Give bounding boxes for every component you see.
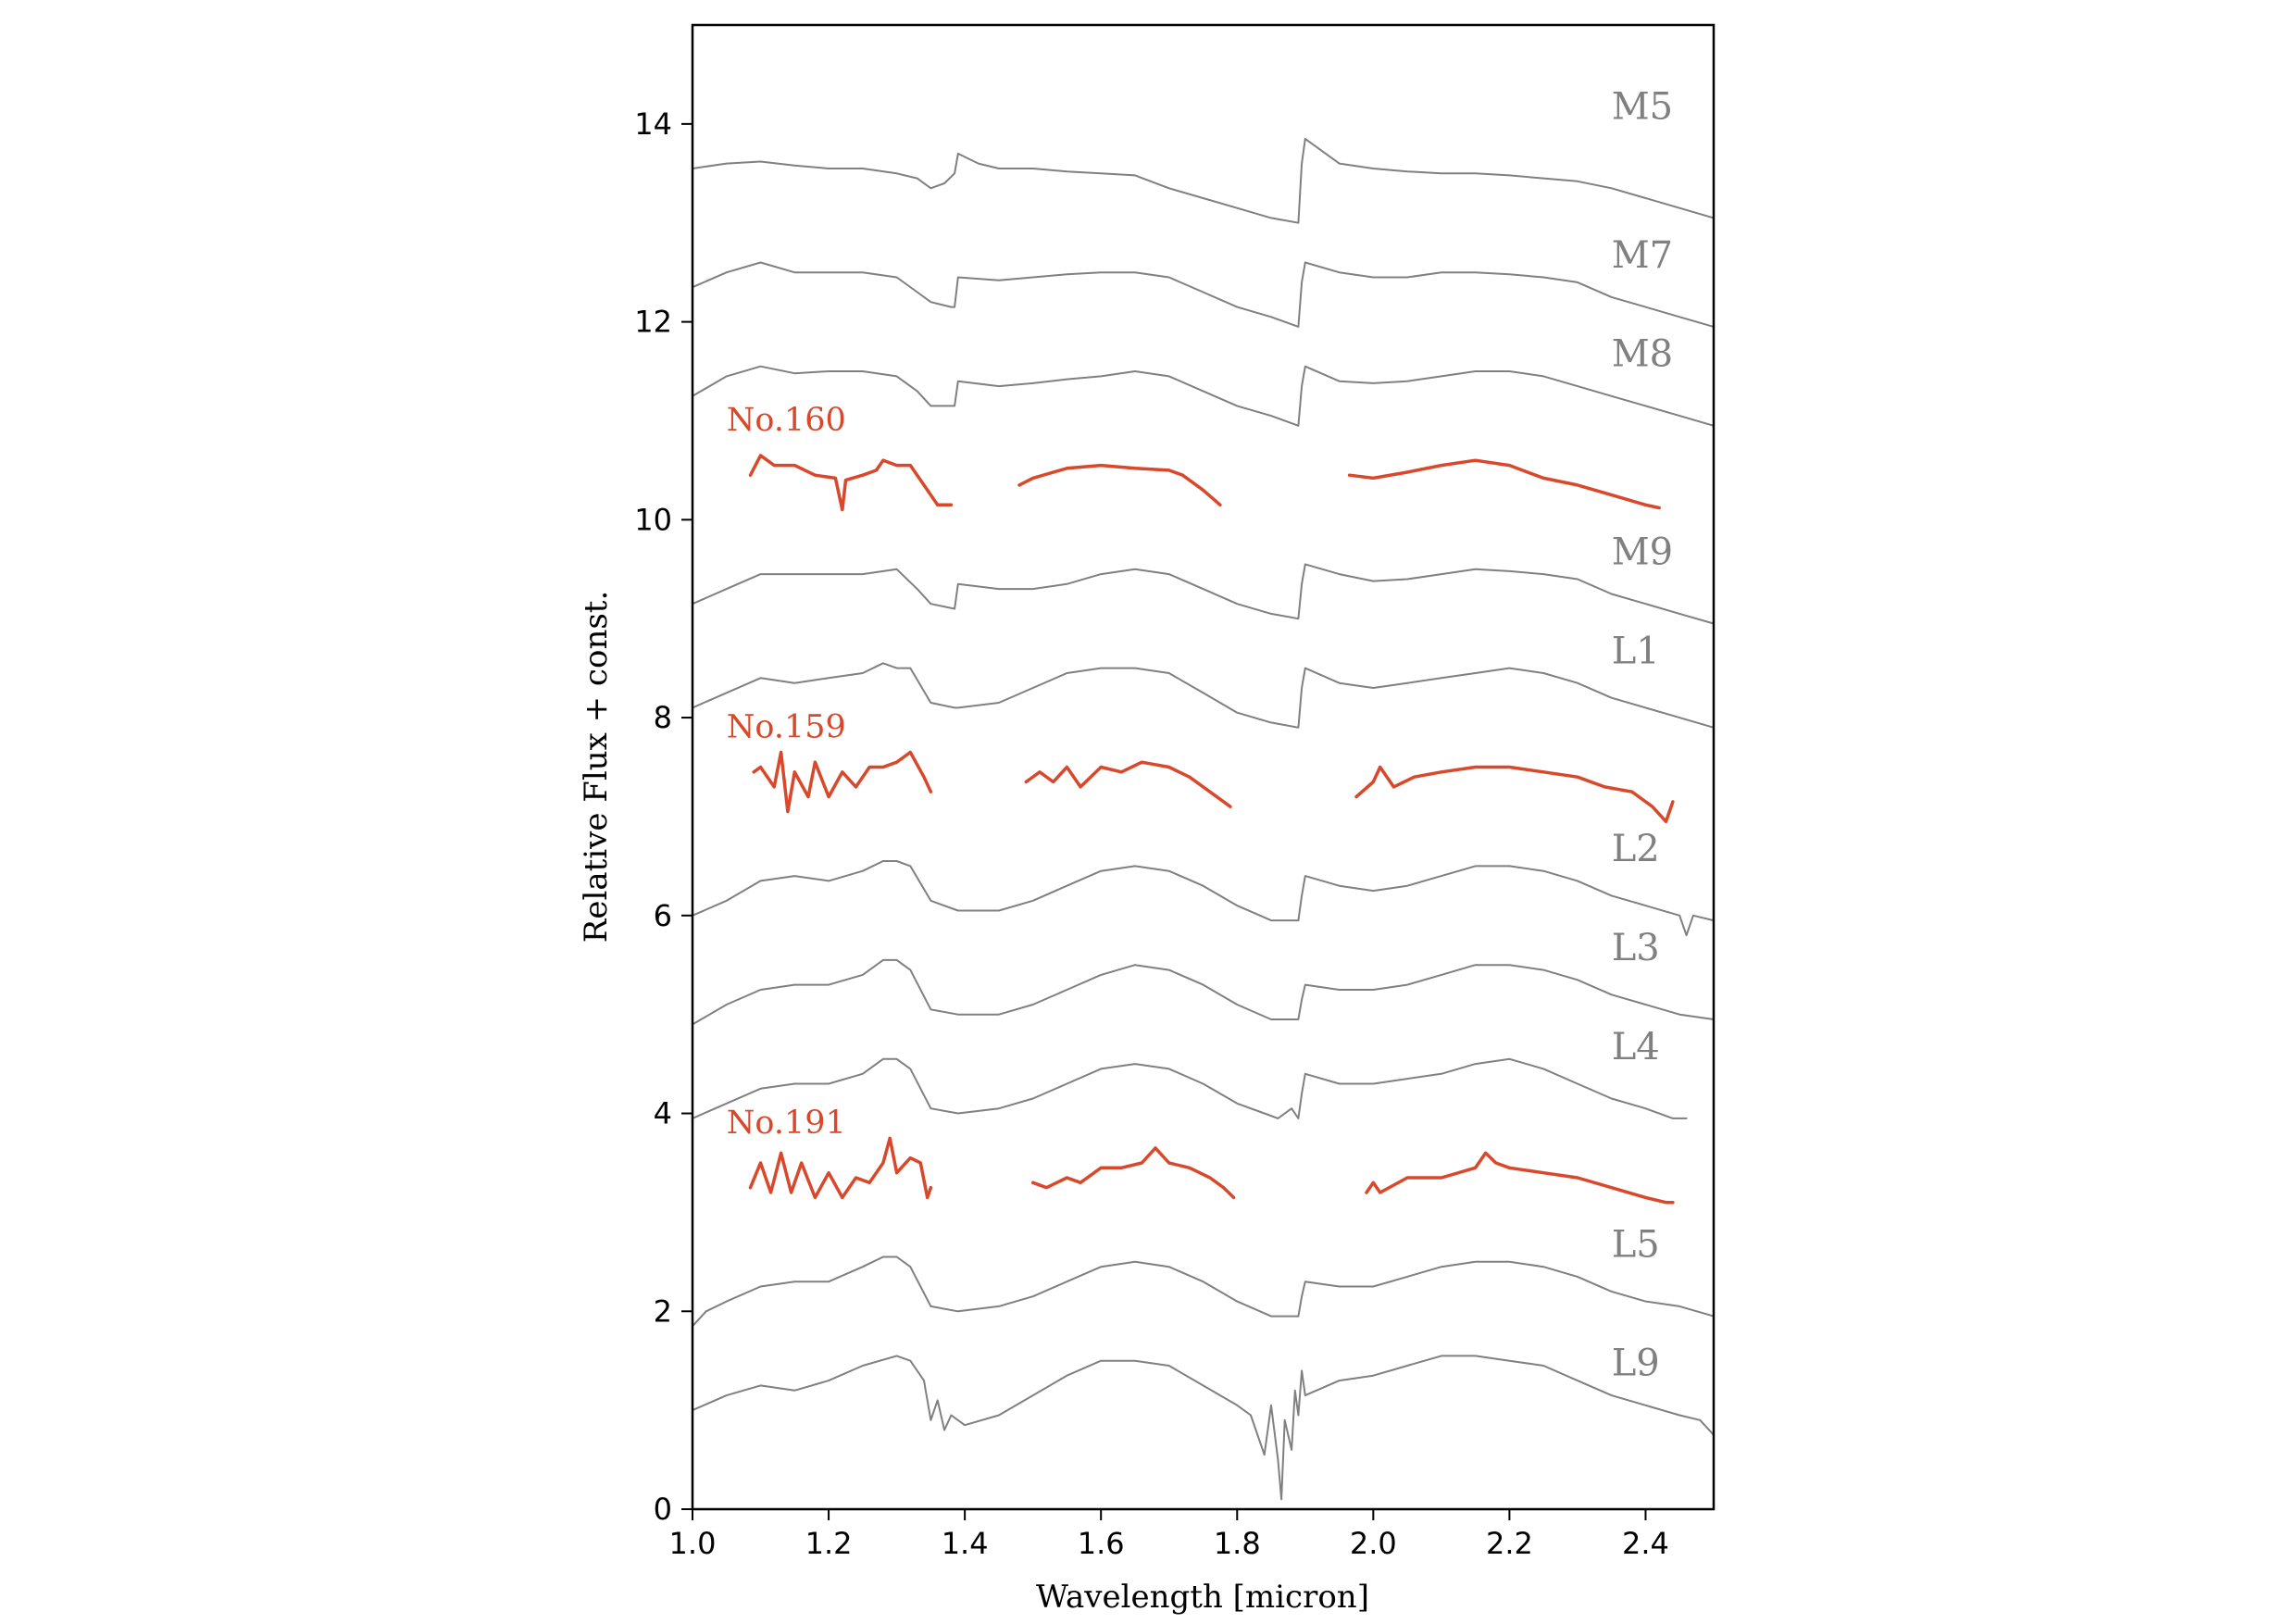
x-tick-label: 2.2 bbox=[1486, 1526, 1533, 1561]
y-tick-label: 14 bbox=[634, 106, 672, 142]
series-label-no-160: No.160 bbox=[727, 402, 846, 439]
series-label-m9: M9 bbox=[1612, 531, 1673, 573]
x-axis-label: Wavelength [micron] bbox=[1036, 1579, 1369, 1616]
series-label-l9: L9 bbox=[1612, 1343, 1660, 1385]
x-axis: 1.0 1.2 1.4 1.6 1.8 2.0 2.2 2.4 bbox=[669, 1509, 1669, 1561]
series-line-no-160 bbox=[748, 454, 954, 512]
plot-frame bbox=[691, 23, 1716, 1511]
series-label-m5: M5 bbox=[1612, 86, 1673, 129]
series-line-no-191 bbox=[1030, 1146, 1236, 1200]
series-label-no-191: No.191 bbox=[727, 1105, 846, 1142]
series-line-m8 bbox=[692, 365, 1715, 427]
series-line-l2 bbox=[692, 860, 1715, 937]
series-line-no-191 bbox=[748, 1136, 933, 1200]
series-line-l9 bbox=[692, 1355, 1715, 1501]
series-line-no-159 bbox=[1354, 765, 1675, 824]
series-line-l5 bbox=[692, 1255, 1715, 1328]
series-label-l1: L1 bbox=[1612, 630, 1660, 672]
x-tick-label: 1.2 bbox=[805, 1526, 853, 1561]
x-tick-label: 1.8 bbox=[1214, 1526, 1261, 1561]
series-line-l3 bbox=[692, 958, 1715, 1026]
y-tick-label: 12 bbox=[634, 305, 672, 340]
y-tick-label: 4 bbox=[654, 1096, 672, 1131]
series-line-no-160 bbox=[1017, 463, 1222, 507]
series-line-l1 bbox=[692, 662, 1715, 729]
series-line-no-159 bbox=[752, 750, 933, 814]
series-line-m9 bbox=[692, 563, 1715, 625]
series-label-layer: M5 M7 M8 No.160 M9 L1 No.159 L2 L3 L4 No.191 L5 L9 bbox=[727, 86, 1673, 1385]
series-label-no-159: No.159 bbox=[727, 708, 846, 745]
y-tick-label: 8 bbox=[654, 700, 672, 735]
series-line-l4 bbox=[692, 1057, 1688, 1119]
series-label-l3: L3 bbox=[1612, 927, 1660, 969]
series-label-m7: M7 bbox=[1612, 234, 1673, 277]
series-label-l2: L2 bbox=[1612, 828, 1660, 870]
series-line-no-159 bbox=[1024, 760, 1232, 808]
y-axis-label: Relative Flux + const. bbox=[578, 591, 615, 943]
y-tick-label: 0 bbox=[654, 1492, 672, 1527]
series-layer bbox=[692, 137, 1715, 1501]
x-tick-label: 1.6 bbox=[1078, 1526, 1125, 1561]
series-label-l5: L5 bbox=[1612, 1223, 1660, 1266]
x-tick-label: 1.0 bbox=[669, 1526, 717, 1561]
x-tick-label: 1.4 bbox=[942, 1526, 989, 1561]
series-label-m8: M8 bbox=[1612, 333, 1673, 376]
y-tick-label: 6 bbox=[654, 898, 672, 933]
series-line-no-191 bbox=[1365, 1151, 1675, 1205]
series-line-m5 bbox=[692, 137, 1715, 224]
y-axis: 0 2 4 6 8 10 12 14 bbox=[634, 106, 693, 1527]
x-tick-label: 2.0 bbox=[1350, 1526, 1397, 1561]
series-line-m7 bbox=[692, 261, 1715, 328]
y-tick-label: 2 bbox=[654, 1293, 672, 1329]
x-tick-label: 2.4 bbox=[1622, 1526, 1669, 1561]
y-tick-label: 10 bbox=[634, 502, 672, 537]
series-line-no-160 bbox=[1347, 458, 1661, 510]
series-label-l4: L4 bbox=[1612, 1026, 1660, 1068]
